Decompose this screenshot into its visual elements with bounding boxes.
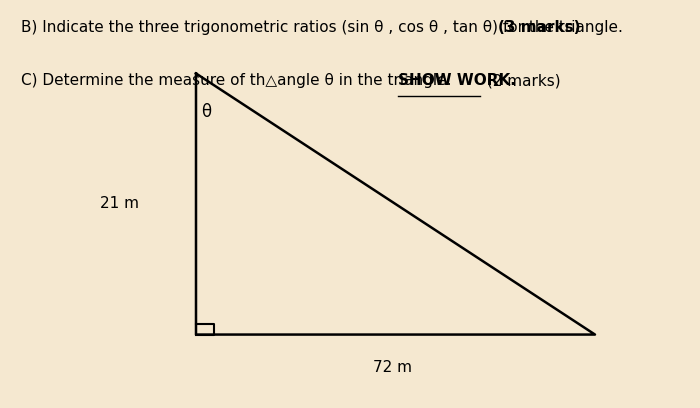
Text: SHOW WORK.: SHOW WORK. [398,73,515,89]
Text: B) Indicate the three trigonometric ratios (sin θ , cos θ , tan θ) for the trian: B) Indicate the three trigonometric rati… [21,20,628,35]
Text: (3 marks): (3 marks) [498,20,581,35]
Text: θ: θ [202,103,211,121]
Text: C) Determine the measure of th△angle θ in the triangle.: C) Determine the measure of th△angle θ i… [21,73,456,89]
Text: 72 m: 72 m [372,360,412,375]
Text: 21 m: 21 m [99,197,139,211]
Text: (2 marks): (2 marks) [482,73,560,89]
